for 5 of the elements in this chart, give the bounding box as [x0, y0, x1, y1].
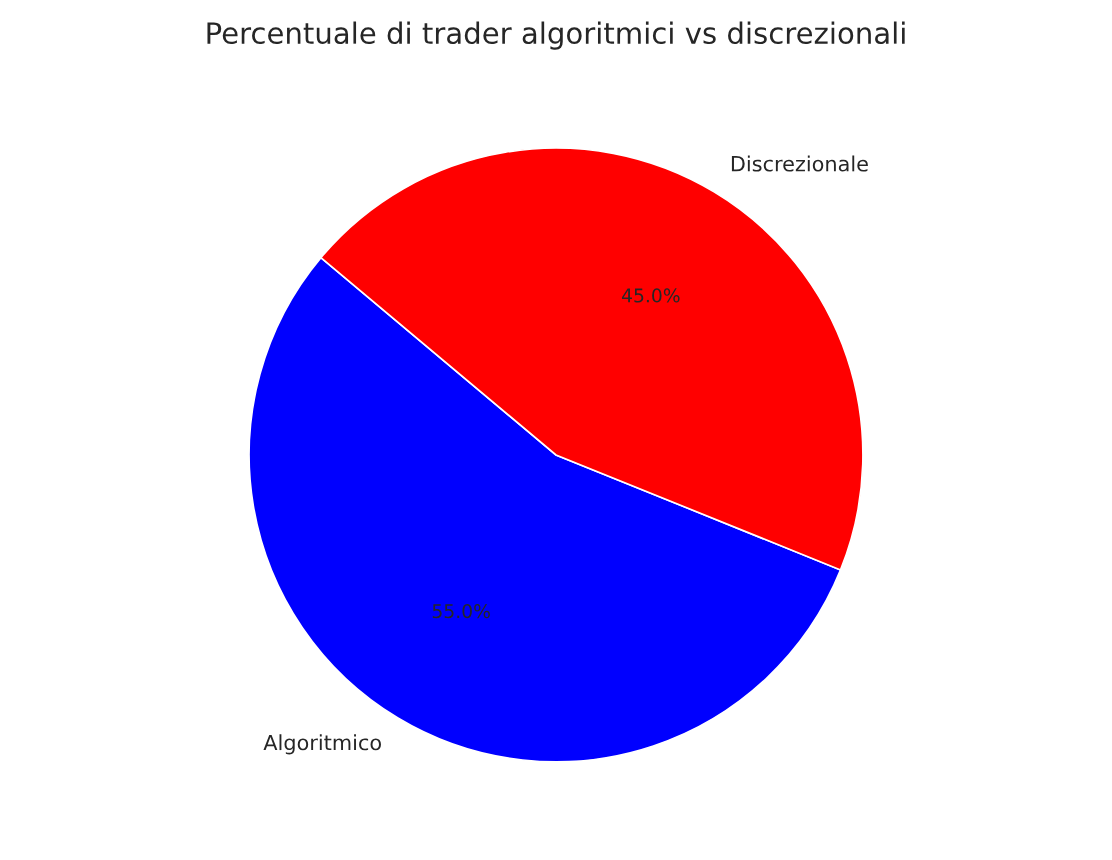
chart-title: Percentuale di trader algoritmici vs discrezionali [207, 21, 905, 50]
data-label: 45.0% [621, 288, 680, 303]
slice-label: Discrezionale [731, 155, 868, 172]
slice-label: Algoritmico [263, 734, 381, 755]
data-label: 55.0% [432, 604, 490, 619]
